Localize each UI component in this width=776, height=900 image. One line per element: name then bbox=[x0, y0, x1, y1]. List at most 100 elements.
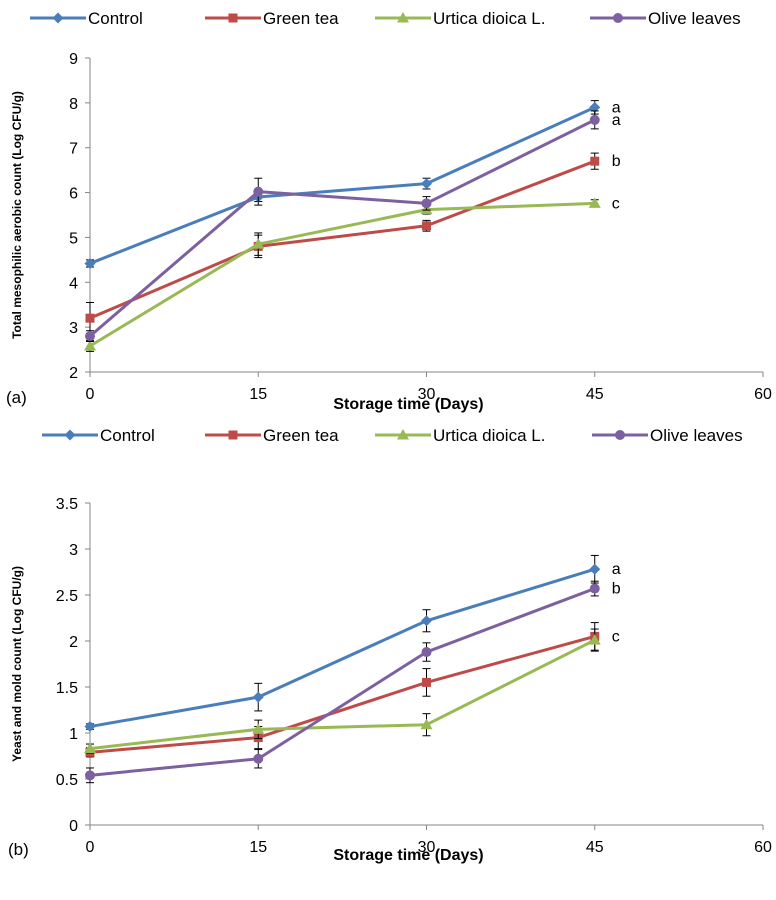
legend-item: Green tea bbox=[205, 426, 339, 445]
data-point bbox=[253, 186, 264, 197]
series-line bbox=[89, 201, 595, 348]
data-point bbox=[588, 197, 601, 208]
series-urtica-dioica-l bbox=[84, 628, 601, 754]
data-point bbox=[253, 753, 264, 764]
data-point bbox=[85, 770, 95, 781]
legend-marker bbox=[615, 430, 625, 440]
y-tick-label: 7 bbox=[69, 141, 78, 158]
series-line bbox=[89, 159, 596, 320]
data-point bbox=[589, 101, 601, 113]
data-point bbox=[85, 313, 95, 323]
data-point bbox=[422, 677, 431, 687]
data-point bbox=[84, 257, 96, 269]
data-point bbox=[84, 339, 96, 351]
legend-marker bbox=[397, 429, 409, 440]
y-tick-label: 8 bbox=[69, 96, 78, 113]
y-tick-label: 6 bbox=[69, 186, 78, 203]
y-tick-label: 3 bbox=[69, 320, 78, 337]
data-point bbox=[85, 331, 95, 342]
panel-label: (a) bbox=[6, 388, 27, 407]
series-line bbox=[89, 567, 596, 729]
x-tick-label: 45 bbox=[586, 839, 604, 856]
y-tick-label: 2.5 bbox=[56, 588, 78, 605]
data-point bbox=[420, 718, 433, 730]
series-green-tea: c bbox=[85, 622, 620, 758]
series-line bbox=[89, 105, 596, 265]
legend-item: Urtica dioica L. bbox=[375, 426, 545, 445]
x-tick-label: 30 bbox=[418, 386, 436, 403]
x-axis-title: Storage time (Days) bbox=[333, 396, 483, 413]
legend-label: Urtica dioica L. bbox=[433, 426, 545, 445]
y-tick-label: 0 bbox=[69, 818, 78, 835]
legend-item: Control bbox=[30, 9, 143, 28]
significance-label: c bbox=[612, 628, 620, 645]
legend-marker bbox=[52, 12, 64, 24]
y-tick-label: 4 bbox=[69, 275, 78, 292]
series-line bbox=[89, 587, 596, 777]
x-tick-label: 15 bbox=[249, 386, 267, 403]
y-tick-label: 1 bbox=[69, 726, 78, 743]
legend-label: Green tea bbox=[263, 426, 339, 445]
data-point bbox=[421, 615, 432, 627]
panel-label: (b) bbox=[8, 840, 29, 859]
legend-marker bbox=[613, 13, 623, 23]
y-tick-label: 3 bbox=[69, 542, 78, 559]
y-tick-label: 2 bbox=[69, 634, 78, 651]
y-axis-title: Yeast and mold count (Log CFU/g) bbox=[10, 566, 24, 762]
y-tick-label: 3.5 bbox=[56, 496, 78, 513]
x-tick-label: 60 bbox=[754, 839, 772, 856]
chart-panel-b: 0 0.5 1 1.5 2 2.5 3 3.5 0 15 30 45 60 Storage time (D… bbox=[8, 426, 772, 864]
series-olive-leaves: b bbox=[85, 581, 621, 784]
x-tick-label: 0 bbox=[86, 386, 95, 403]
legend-item: Olive leaves bbox=[590, 9, 741, 28]
legend-label: Olive leaves bbox=[650, 426, 743, 445]
x-tick-label: 15 bbox=[249, 839, 267, 856]
y-axis-title: Total mesophilic aerobic count (Log CFU/… bbox=[10, 91, 24, 339]
data-point bbox=[421, 647, 432, 658]
significance-label: b bbox=[612, 581, 621, 598]
legend-item: Green tea bbox=[205, 9, 339, 28]
significance-label: a bbox=[612, 561, 621, 578]
data-point bbox=[421, 178, 432, 190]
legend-item: Urtica dioica L. bbox=[375, 9, 545, 28]
data-point bbox=[589, 583, 600, 594]
x-tick-label: 30 bbox=[418, 839, 436, 856]
data-point bbox=[252, 723, 265, 734]
legend-label: Green tea bbox=[263, 9, 339, 28]
x-tick-label: 45 bbox=[586, 386, 604, 403]
series-line bbox=[89, 118, 596, 338]
data-point bbox=[422, 221, 431, 231]
x-axis-title: Storage time (Days) bbox=[333, 847, 483, 864]
significance-label: a bbox=[612, 99, 621, 116]
legend-marker bbox=[228, 13, 238, 23]
x-tick-label: 60 bbox=[754, 386, 772, 403]
series-urtica-dioica-l: c bbox=[84, 195, 620, 352]
legend-item: Control bbox=[42, 426, 155, 445]
legend-marker bbox=[228, 430, 238, 440]
data-point bbox=[421, 198, 432, 209]
legend-marker bbox=[64, 429, 76, 441]
significance-label: a bbox=[612, 112, 621, 129]
legend-label: Control bbox=[100, 426, 155, 445]
data-point bbox=[84, 721, 96, 733]
series-line bbox=[89, 638, 596, 751]
legend-label: Olive leaves bbox=[648, 9, 741, 28]
data-point bbox=[252, 238, 265, 249]
y-tick-label: 0.5 bbox=[56, 772, 78, 789]
legend-item: Olive leaves bbox=[592, 426, 743, 445]
y-tick-label: 9 bbox=[69, 51, 78, 68]
y-tick-label: 2 bbox=[69, 365, 78, 382]
data-point bbox=[590, 156, 600, 166]
series-line bbox=[89, 634, 596, 754]
data-point bbox=[588, 634, 601, 645]
data-point bbox=[252, 691, 264, 703]
data-point bbox=[589, 563, 601, 575]
data-point bbox=[589, 114, 600, 125]
series-olive-leaves: a bbox=[85, 110, 621, 342]
legend-label: Urtica dioica L. bbox=[433, 9, 545, 28]
series-green-tea: b bbox=[85, 152, 621, 335]
x-tick-label: 0 bbox=[86, 839, 95, 856]
legend-label: Control bbox=[88, 9, 143, 28]
